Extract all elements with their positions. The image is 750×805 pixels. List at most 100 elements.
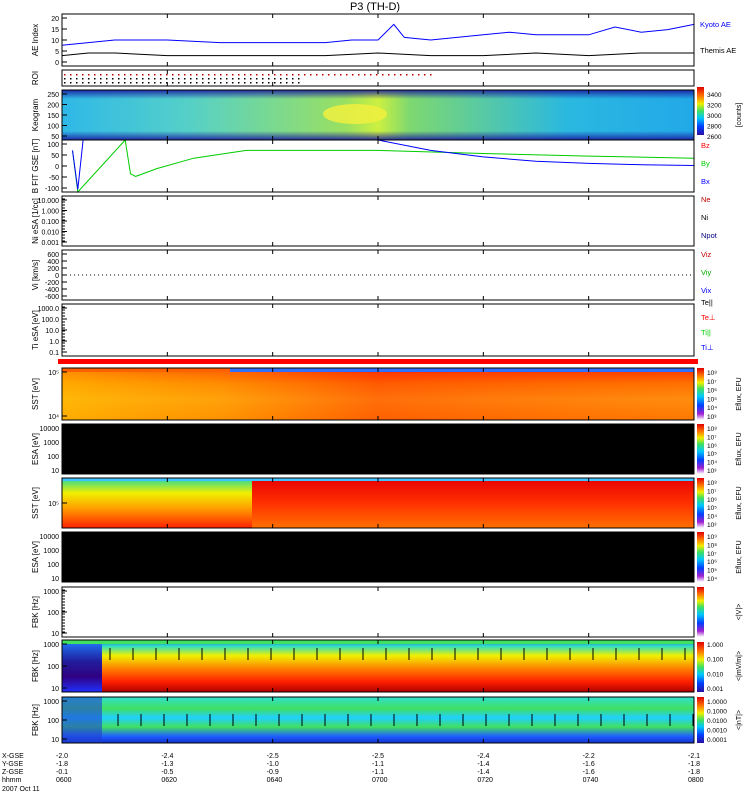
sst_i-ylabel: SST [eV]: [31, 378, 40, 410]
sst_i-cbar-tick: 10⁵: [707, 396, 717, 403]
legend-v-0: Viz: [701, 250, 712, 259]
roi-dot: [94, 74, 96, 76]
roi-dot: [88, 78, 90, 80]
esa-electron-colorbar: [697, 532, 704, 582]
roi-dot: [292, 74, 294, 76]
roi-dot: [124, 82, 126, 84]
xaxis-coord: -1.3: [161, 761, 173, 768]
roi-dot: [256, 74, 258, 76]
roi-dot: [70, 78, 72, 80]
roi-dot: [400, 74, 402, 76]
bfield-ylabel: B FIT GSE [nT]: [31, 139, 40, 194]
esa_e-cbar-tick: 10⁹: [707, 534, 717, 541]
xaxis-row-label: hhmm: [2, 777, 22, 784]
bfield-ytick: -100: [45, 186, 59, 193]
esa_e-cbar-tick: 10⁸: [707, 542, 717, 549]
fbk2-cbar-label: <|mV/m|>: [736, 651, 743, 681]
temperature-ytick: 100.0: [41, 317, 59, 324]
sst_i-cbar-tick: 10⁶: [707, 388, 717, 395]
fbk1-colorbar: [697, 587, 704, 637]
roi-dot: [208, 82, 210, 84]
roi-dot: [172, 74, 174, 76]
xaxis-coord: -2.5: [372, 753, 384, 760]
fbk3-cbar-tick: 0.0001: [707, 737, 727, 744]
ae-ytick: 15: [51, 27, 59, 34]
roi-dot: [178, 82, 180, 84]
sst_e-ylabel: SST [eV]: [31, 487, 40, 519]
xaxis-time: 0700: [372, 777, 388, 784]
esa_i-cbar-tick: 10³: [707, 468, 717, 475]
fbk3-cbar-tick: 0.1000: [707, 709, 727, 716]
roi-dot: [202, 78, 204, 80]
roi-dot: [346, 74, 348, 76]
bfield-ytick: -50: [49, 175, 59, 182]
keogram-ytick: 200: [47, 103, 59, 110]
esa_i-ytick: 10000: [40, 426, 60, 433]
esa_i-cbar-tick: 10⁵: [707, 451, 717, 458]
esa_i-ytick: 1000: [43, 440, 59, 447]
legend-t-3: Ti⊥: [701, 343, 714, 352]
series-themis-ae: [61, 52, 694, 57]
legend-b-1: By: [701, 159, 710, 168]
roi-dot: [148, 74, 150, 76]
roi-dot: [268, 82, 270, 84]
roi-dot: [292, 82, 294, 84]
roi-dot: [148, 82, 150, 84]
velocity-ylabel: Vi [km/s]: [31, 260, 40, 291]
roi-dot: [214, 78, 216, 80]
xaxis-coord: -1.8: [688, 769, 700, 776]
xaxis-coord: -1.6: [583, 761, 595, 768]
density-ytick: 0.100: [41, 219, 59, 226]
velocity-ytick: 200: [47, 266, 59, 273]
sst-ion-top-band-2: [62, 368, 230, 372]
ae-ylabel: AE Index: [31, 24, 40, 56]
fbk2-cbar-tick: 0.100: [707, 657, 724, 664]
esa_e-cbar-tick: 10⁷: [707, 551, 717, 558]
temperature-ylabel: Ti eSA [eV]: [31, 310, 40, 350]
velocity-ytick: -600: [45, 294, 59, 301]
roi-dot: [226, 78, 228, 80]
sst_i-cbar-label: Eflux, EFU: [736, 377, 743, 410]
density-ytick: 0.010: [41, 230, 59, 237]
roi-dot: [358, 74, 360, 76]
xaxis-row-label: X-GSE: [2, 753, 24, 760]
fbk1-ytick: 1000: [43, 589, 59, 596]
legend-n-2: Npot: [701, 231, 718, 240]
roi-dot: [112, 82, 114, 84]
esa_e-cbar-tick: 10⁶: [707, 559, 717, 566]
roi-dot: [232, 82, 234, 84]
legend-n-1: Ni: [701, 213, 708, 222]
sst_i-cbar-tick: 10⁷: [707, 379, 717, 386]
fbk3-early: [62, 697, 102, 743]
roi-dot: [118, 78, 120, 80]
sst-electron-early: [62, 478, 252, 528]
keogram-ytick: 150: [47, 113, 59, 120]
sst_e-cbar-tick: 10⁷: [707, 488, 717, 495]
legend-themis-ae: Themis AE: [700, 46, 736, 55]
esa_e-ytick: 100: [47, 562, 59, 569]
fbk1-cbar-label: <|V|>: [736, 604, 743, 620]
xaxis-coord: -1.1: [372, 769, 384, 776]
roi-dot: [388, 74, 390, 76]
roi-dot: [370, 74, 372, 76]
roi-dot: [166, 74, 168, 76]
fbk3-cbar-tick: 0.0010: [707, 728, 727, 735]
roi-ylabel: ROI: [31, 71, 40, 85]
sst_i-cbar-tick: 10³: [707, 414, 717, 421]
roi-dot: [100, 74, 102, 76]
legend-t-2: Ti||: [701, 328, 711, 337]
density-ytick: 10.000: [38, 198, 60, 205]
density-frame: [61, 195, 695, 247]
roi-dot: [226, 82, 228, 84]
roi-dot: [322, 74, 324, 76]
roi-dot: [82, 82, 84, 84]
roi-dot: [70, 82, 72, 84]
xaxis-coord: -1.4: [477, 769, 489, 776]
xaxis-coord: -1.8: [56, 761, 68, 768]
xaxis-time: 0740: [583, 777, 599, 784]
roi-dot: [202, 74, 204, 76]
roi-dot: [142, 82, 144, 84]
series-kyoto-ae: [61, 23, 695, 46]
density-ytick: 1.000: [41, 209, 59, 216]
roi-dot: [106, 82, 108, 84]
